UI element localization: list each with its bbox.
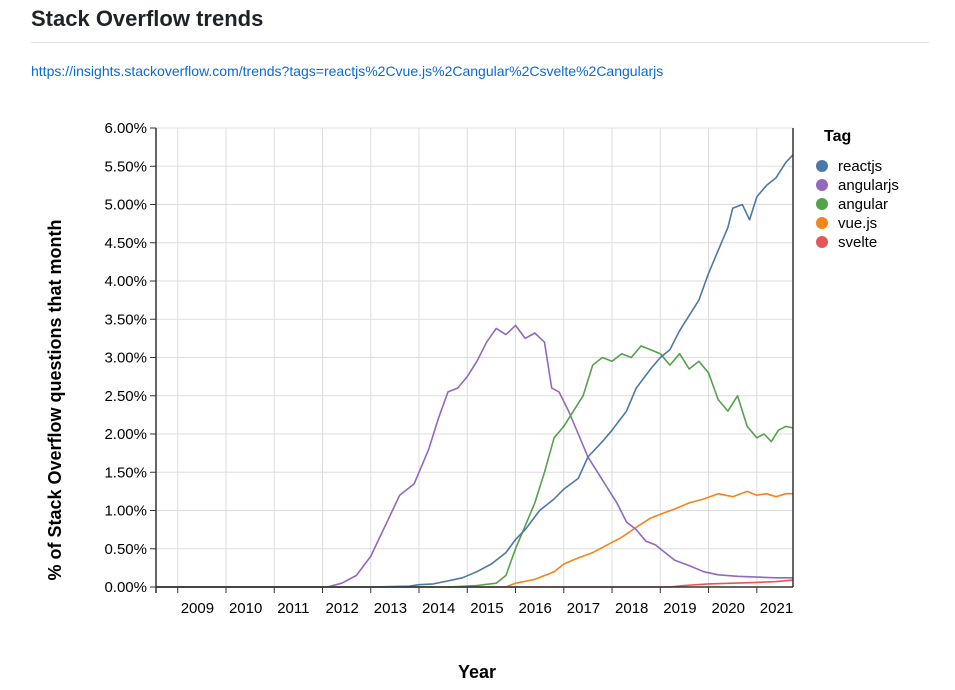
x-tick-label: 2019 <box>663 600 696 617</box>
y-tick-label: 3.00% <box>104 350 147 367</box>
series-line-vue-js <box>156 490 793 588</box>
x-tick-label: 2015 <box>470 600 503 617</box>
x-tick-label: 2009 <box>181 600 214 617</box>
legend-swatch <box>816 217 828 229</box>
y-axis-title: % of Stack Overflow questions that month <box>45 219 65 580</box>
x-tick-label: 2010 <box>229 600 262 617</box>
x-tick-label: 2017 <box>567 600 600 617</box>
series-line-reactjs <box>156 154 794 588</box>
y-axis-ticks: 0.00% 0.50% 1.00% 1.50% 2.00% 2.50% 3.00% 3.50%… <box>104 120 156 596</box>
x-axis-title: Year <box>458 662 496 682</box>
legend-label: vue.js <box>838 215 877 232</box>
y-tick-label: 1.50% <box>104 464 147 481</box>
series-line-angular <box>156 345 794 588</box>
y-tick-label: 2.00% <box>104 426 147 443</box>
legend-swatch <box>816 198 828 210</box>
y-tick-label: 0.00% <box>104 579 147 596</box>
chart-grid <box>156 127 793 588</box>
x-tick-label: 2018 <box>615 600 648 617</box>
y-tick-label: 4.50% <box>104 235 147 252</box>
source-link[interactable]: https://insights.stackoverflow.com/trend… <box>31 63 664 79</box>
legend-swatch <box>816 179 828 191</box>
heading-divider <box>31 42 929 43</box>
x-tick-label: 2012 <box>325 600 358 617</box>
chart-legend: Tag reactjs angularjs angular vue.js svelte <box>816 128 899 251</box>
x-tick-label: 2011 <box>277 600 309 617</box>
x-tick-label: 2013 <box>374 600 407 617</box>
y-tick-label: 5.50% <box>104 158 147 175</box>
x-tick-label: 2016 <box>519 600 552 617</box>
chart-series-lines <box>156 154 794 588</box>
x-tick-label: 2020 <box>712 600 745 617</box>
x-axis-ticks: 2009 2010 2011 2012 2013 2014 2015 2016 2017 2018… <box>177 587 793 617</box>
y-tick-label: 6.00% <box>104 120 147 137</box>
y-tick-label: 1.00% <box>104 503 147 520</box>
y-tick-label: 5.00% <box>104 197 147 214</box>
y-tick-label: 3.50% <box>104 311 147 328</box>
x-tick-label: 2021 <box>760 600 793 617</box>
legend-label: angular <box>838 196 888 213</box>
legend-label: svelte <box>838 234 877 251</box>
legend-title: Tag <box>824 128 851 145</box>
series-line-angularjs <box>156 324 793 588</box>
legend-label: angularjs <box>838 177 899 194</box>
y-tick-label: 4.00% <box>104 273 147 290</box>
legend-swatch <box>816 236 828 248</box>
legend-label: reactjs <box>838 158 882 175</box>
y-tick-label: 2.50% <box>104 388 147 405</box>
y-tick-label: 0.50% <box>104 541 147 558</box>
page-title: Stack Overflow trends <box>31 6 264 31</box>
x-tick-label: 2014 <box>422 600 455 617</box>
legend-swatch <box>816 160 828 172</box>
